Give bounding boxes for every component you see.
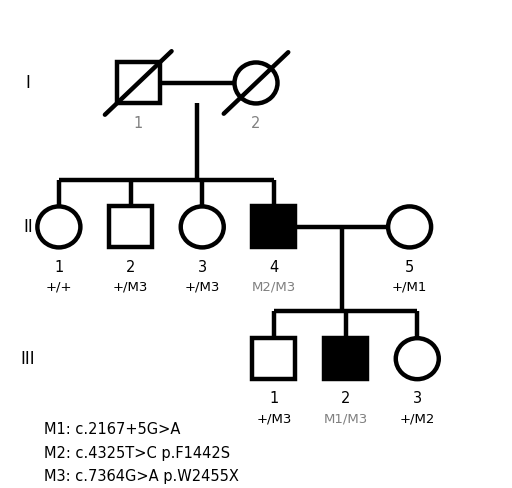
- Text: 2: 2: [251, 116, 261, 131]
- Text: 3: 3: [198, 260, 207, 275]
- Text: M2/M3: M2/M3: [252, 281, 296, 294]
- Text: III: III: [21, 350, 35, 367]
- Text: 1: 1: [134, 116, 143, 131]
- Text: M1/M3: M1/M3: [324, 412, 368, 426]
- Text: +/M2: +/M2: [399, 412, 435, 426]
- Text: 1: 1: [54, 260, 63, 275]
- Text: +/M3: +/M3: [256, 412, 292, 426]
- Text: 2: 2: [126, 260, 135, 275]
- Text: 4: 4: [269, 260, 279, 275]
- Circle shape: [388, 206, 431, 247]
- Text: M3: c.7364G>A p.W2455X: M3: c.7364G>A p.W2455X: [44, 469, 239, 484]
- Circle shape: [234, 62, 278, 103]
- Text: 2: 2: [341, 391, 350, 407]
- Text: M1: c.2167+5G>A: M1: c.2167+5G>A: [44, 422, 180, 437]
- Text: M2: c.4325T>C p.F1442S: M2: c.4325T>C p.F1442S: [44, 446, 230, 461]
- Text: 1: 1: [269, 391, 279, 407]
- Text: 5: 5: [405, 260, 414, 275]
- Bar: [252, 338, 295, 379]
- Text: II: II: [23, 218, 33, 236]
- Circle shape: [37, 206, 80, 247]
- Bar: [252, 206, 295, 247]
- Text: +/M3: +/M3: [184, 281, 220, 294]
- Text: +/M1: +/M1: [392, 281, 428, 294]
- Text: 3: 3: [413, 391, 422, 407]
- Text: I: I: [26, 74, 31, 92]
- Circle shape: [181, 206, 224, 247]
- Text: +/M3: +/M3: [113, 281, 148, 294]
- Text: +/+: +/+: [46, 281, 72, 294]
- Bar: [324, 338, 367, 379]
- Bar: [109, 206, 152, 247]
- Bar: [117, 62, 160, 103]
- Circle shape: [396, 338, 439, 379]
